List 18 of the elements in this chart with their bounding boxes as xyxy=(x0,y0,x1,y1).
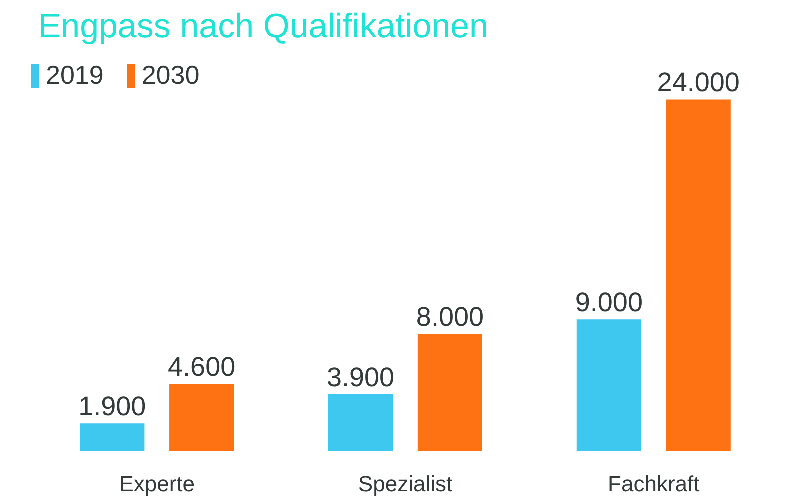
data-label: 1.900 xyxy=(78,392,146,422)
bar xyxy=(80,424,145,452)
x-tick-label: Fachkraft xyxy=(608,472,700,496)
legend-label: 2019 xyxy=(46,60,104,91)
data-label: 8.000 xyxy=(416,302,484,332)
bar xyxy=(170,384,234,452)
bar xyxy=(418,334,482,452)
data-label: 4.600 xyxy=(168,352,236,382)
x-tick-label: Spezialist xyxy=(358,472,453,496)
bar xyxy=(576,320,642,452)
x-tick-label: Experte xyxy=(119,472,196,496)
legend-label: 2030 xyxy=(142,60,200,91)
bar xyxy=(666,100,731,452)
data-label: 9.000 xyxy=(575,288,643,318)
data-label: 24.000 xyxy=(657,68,740,98)
data-label: 3.900 xyxy=(327,362,395,392)
chart-title: Engpass nach Qualifikationen xyxy=(38,8,488,46)
bar xyxy=(328,394,394,452)
